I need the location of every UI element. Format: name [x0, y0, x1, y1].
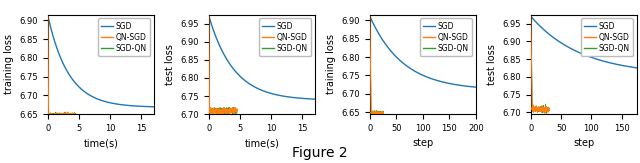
Text: Figure 2: Figure 2 [292, 146, 348, 160]
X-axis label: step: step [412, 138, 433, 148]
Y-axis label: training loss: training loss [4, 34, 14, 94]
Legend: SGD, QN-SGD, SGD-QN: SGD, QN-SGD, SGD-QN [420, 18, 472, 56]
X-axis label: time(s): time(s) [83, 138, 118, 148]
Legend: SGD, QN-SGD, SGD-QN: SGD, QN-SGD, SGD-QN [259, 18, 311, 56]
Y-axis label: test loss: test loss [165, 44, 175, 85]
Y-axis label: training loss: training loss [326, 34, 336, 94]
Legend: SGD, QN-SGD, SGD-QN: SGD, QN-SGD, SGD-QN [581, 18, 633, 56]
X-axis label: step: step [573, 138, 595, 148]
Y-axis label: test loss: test loss [487, 44, 497, 85]
X-axis label: time(s): time(s) [244, 138, 279, 148]
Legend: SGD, QN-SGD, SGD-QN: SGD, QN-SGD, SGD-QN [99, 18, 150, 56]
